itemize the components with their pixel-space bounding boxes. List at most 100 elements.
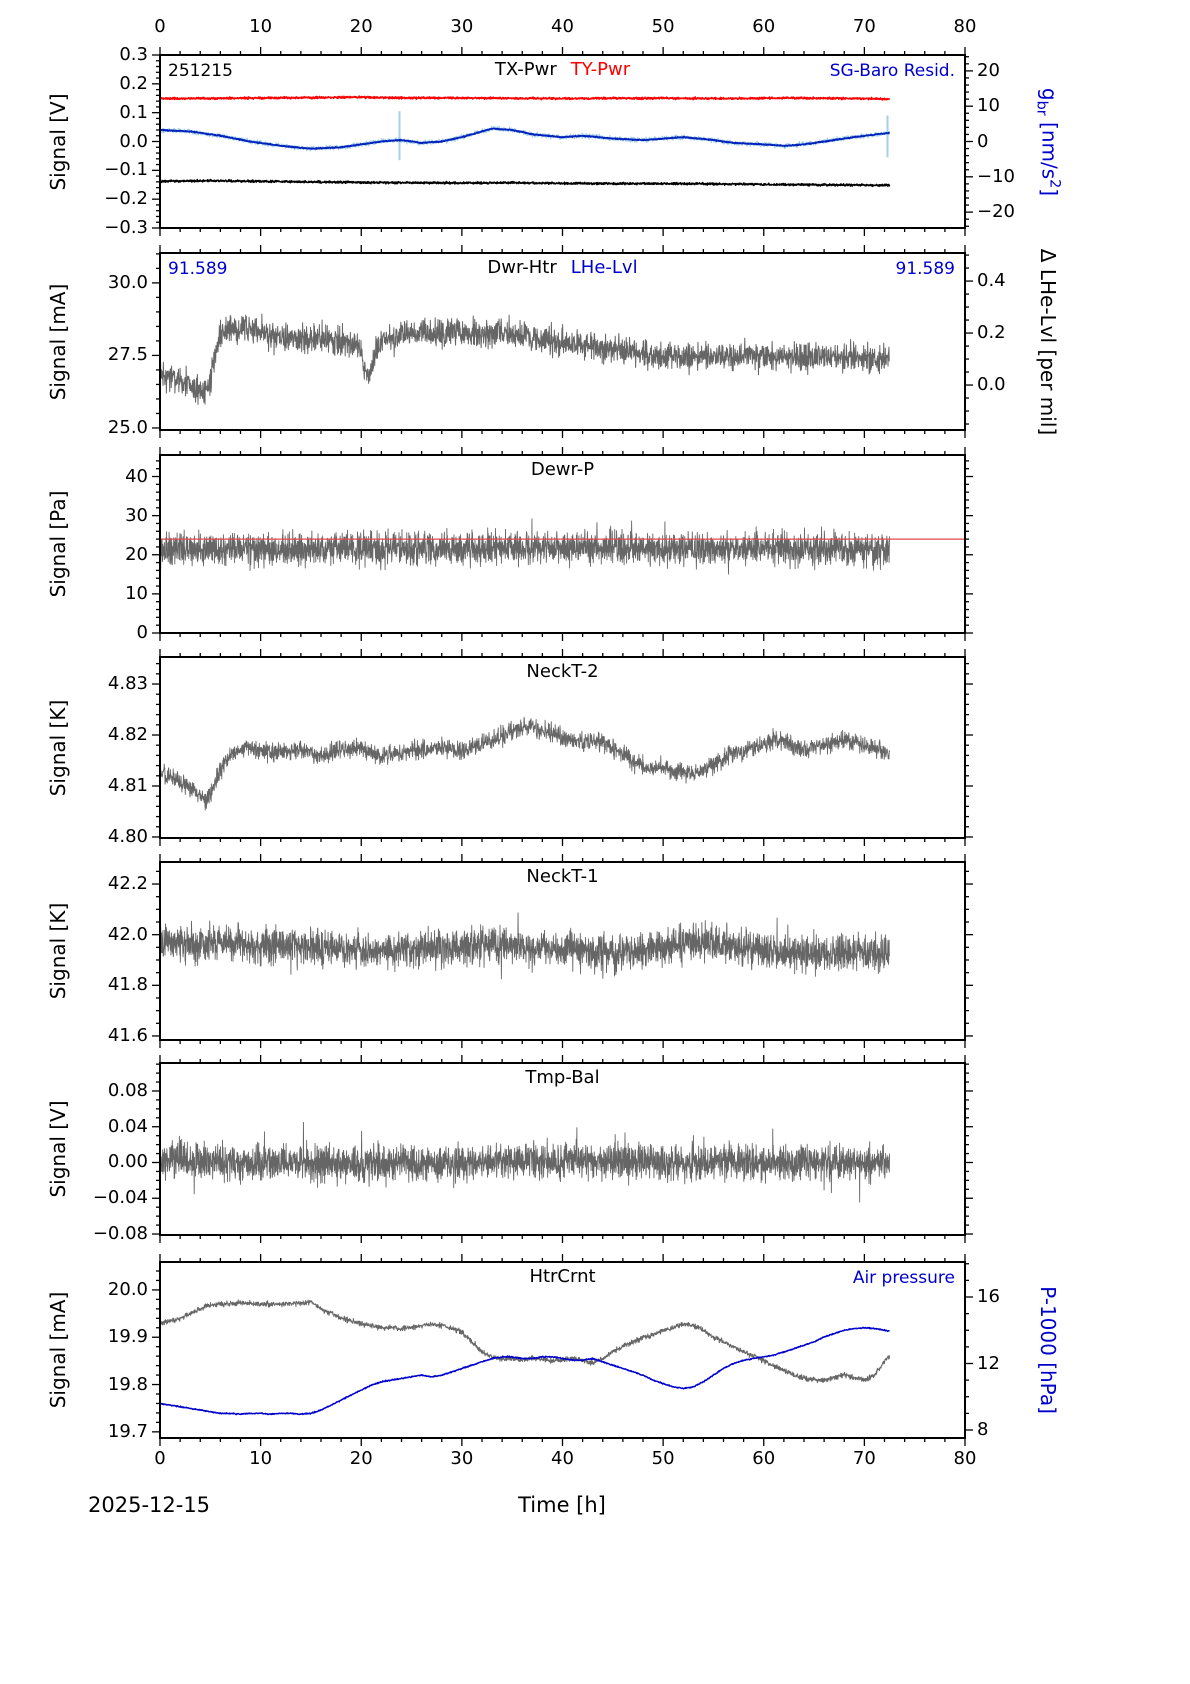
panel-title-pwr: TX-Pwr TY-Pwr [160, 59, 965, 81]
panel-title-part: TY-Pwr [570, 59, 631, 80]
y-tick-label-left: 40 [125, 465, 148, 487]
axis-label-part: ] [1037, 187, 1062, 196]
x-tick-label-bottom: 30 [450, 1448, 474, 1469]
x-tick-label-top: 10 [249, 16, 273, 37]
y-axis-label-right-dwr-htr: Δ LHe-Lvl [per mil] [1036, 248, 1060, 434]
y-tick-label-left: 25.0 [107, 416, 148, 438]
y-tick-label-right: 16 [977, 1285, 1000, 1307]
panel-title-part: LHe-Lvl [570, 257, 638, 278]
x-tick-label-top: 50 [651, 16, 675, 37]
y-tick-label-left: 42.2 [107, 873, 148, 895]
axis-label-part: 2 [1046, 178, 1063, 188]
panel-top-left-dwr-htr: 91.589 [168, 259, 228, 279]
y-tick-label-left: 0.08 [107, 1079, 148, 1101]
y-tick-label-left: 20.0 [107, 1278, 148, 1300]
y-tick-label-right: 20 [977, 59, 1000, 81]
panel-top-left-pwr: 251215 [168, 61, 233, 81]
x-tick-label-bottom: 10 [249, 1448, 273, 1469]
panel-title-part: Tmp-Bal [525, 1067, 600, 1088]
y-axis-label-left-tmp-bal: Signal [V] [46, 1100, 70, 1198]
y-tick-label-left: 27.5 [107, 344, 148, 366]
y-tick-label-left: 30.0 [107, 271, 148, 293]
panel-title-part: NeckT-2 [526, 661, 599, 682]
panel-title-neckt1: NeckT-1 [160, 866, 965, 888]
panel-title-tmp-bal: Tmp-Bal [160, 1067, 965, 1089]
panel-title-dewr-p: Dewr-P [160, 459, 965, 481]
axis-label-part: P-1000 [hPa] [1036, 1286, 1060, 1414]
y-tick-label-left: 41.6 [107, 1024, 148, 1046]
time-axis-label: Time [h] [518, 1493, 606, 1517]
y-tick-label-left: 19.7 [107, 1420, 148, 1442]
y-axis-label-left-dewr-p: Signal [Pa] [46, 490, 70, 598]
panel-title-part: NeckT-1 [526, 866, 599, 887]
panel-top-right-htrcrnt: Air pressure [852, 1268, 955, 1288]
y-axis-label-left-neckt1: Signal [K] [46, 902, 70, 1000]
y-tick-label-right: 0.2 [977, 322, 1006, 344]
x-tick-label-top: 80 [953, 16, 977, 37]
y-tick-label-right: 0.0 [977, 374, 1006, 396]
y-tick-label-left: −0.2 [104, 188, 148, 210]
panel-title-htrcrnt: HtrCrnt [160, 1266, 965, 1288]
y-axis-label-right-pwr: gbr [nm/s2] [1030, 87, 1067, 195]
x-tick-label-bottom: 70 [852, 1448, 876, 1469]
panel-title-dwr-htr: Dwr-Htr LHe-Lvl [160, 257, 965, 279]
panel-title-part: Dewr-P [530, 459, 595, 480]
y-tick-label-left: −0.04 [92, 1187, 148, 1209]
x-tick-label-top: 30 [450, 16, 474, 37]
y-tick-label-left: 4.80 [107, 825, 148, 847]
panel-title-neckt2: NeckT-2 [160, 661, 965, 683]
panel-title-part: TX-Pwr [494, 59, 557, 80]
panel-title-part: HtrCrnt [529, 1266, 596, 1287]
y-tick-label-left: 41.8 [107, 974, 148, 996]
y-tick-label-left: 30 [125, 504, 148, 526]
x-tick-label-top: 40 [551, 16, 574, 37]
axis-label-part: br [1033, 100, 1050, 116]
panel-top-right-pwr: SG-Baro Resid. [829, 61, 955, 81]
y-tick-label-left: 19.8 [107, 1373, 148, 1395]
x-tick-label-bottom: 60 [752, 1448, 776, 1469]
y-tick-label-left: 42.0 [107, 923, 148, 945]
panel-top-right-dwr-htr: 91.589 [895, 259, 955, 279]
x-tick-label-top: 70 [852, 16, 876, 37]
y-tick-label-right: −10 [977, 165, 1015, 187]
y-tick-label-left: −0.1 [104, 159, 148, 181]
x-tick-label-bottom: 40 [551, 1448, 574, 1469]
x-tick-label-bottom: 20 [349, 1448, 373, 1469]
y-tick-label-left: 10 [125, 582, 148, 604]
y-tick-label-right: 10 [977, 95, 1000, 117]
x-tick-label-bottom: 50 [651, 1448, 675, 1469]
y-tick-label-left: 0.3 [119, 44, 148, 65]
y-tick-label-left: 0.2 [119, 72, 148, 94]
panel-title-part: Dwr-Htr [487, 257, 557, 278]
y-tick-label-left: −0.08 [92, 1223, 148, 1245]
y-tick-label-right: 0.4 [977, 270, 1006, 292]
x-tick-label-bottom: 80 [953, 1448, 977, 1469]
y-tick-label-left: 4.82 [107, 724, 148, 745]
y-tick-label-right: 12 [977, 1352, 1000, 1374]
x-tick-label-top: 0 [154, 16, 166, 37]
y-tick-label-right: −20 [977, 201, 1015, 223]
y-tick-label-left: 0.0 [119, 130, 148, 152]
y-tick-label-left: 19.9 [107, 1326, 148, 1348]
y-tick-label-left: 4.81 [107, 774, 148, 796]
x-tick-label-top: 20 [349, 16, 373, 37]
y-tick-label-left: 0 [136, 622, 148, 643]
y-tick-label-left: 4.83 [107, 673, 148, 695]
y-tick-label-right: 0 [977, 130, 989, 152]
y-tick-label-left: 0.04 [107, 1115, 148, 1137]
x-tick-label-bottom: 0 [154, 1448, 166, 1469]
y-axis-label-right-htrcrnt: P-1000 [hPa] [1036, 1286, 1060, 1414]
axis-label-part: Δ LHe-Lvl [per mil] [1036, 248, 1060, 435]
axis-label-part: g [1037, 87, 1062, 101]
y-tick-label-left: 0.00 [107, 1151, 148, 1173]
y-tick-label-right: 8 [977, 1419, 989, 1440]
x-tick-label-top: 60 [752, 16, 776, 37]
y-tick-label-left: −0.3 [104, 217, 148, 238]
date-label: 2025-12-15 [88, 1493, 211, 1517]
axis-label-part: [nm/s [1037, 115, 1062, 179]
y-axis-label-left-htrcrnt: Signal [mA] [46, 1291, 70, 1409]
y-axis-label-left-pwr: Signal [V] [46, 92, 70, 191]
y-axis-label-left-dwr-htr: Signal [mA] [46, 283, 70, 400]
